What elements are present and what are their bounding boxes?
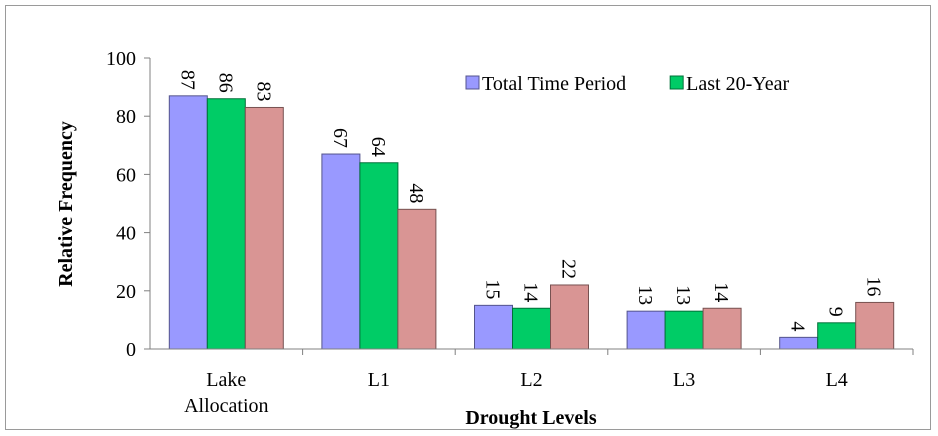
bar-s3-c3 (550, 284, 589, 350)
y-tick-label: 80 (116, 106, 136, 128)
y-tick-label: 20 (116, 281, 136, 303)
bar-s1-c5 (779, 336, 819, 350)
legend-label-2: Last 20-Year (686, 73, 789, 95)
x-tick-label: Allocation (184, 395, 268, 417)
legend-label-1: Total Time Period (482, 73, 626, 95)
data-label-s2-c4: 13 (672, 285, 694, 305)
bar-s3-c1 (244, 106, 284, 350)
bar-s2-c4 (664, 310, 704, 350)
data-label-s3-c5: 16 (863, 276, 885, 296)
y-tick-label: 60 (116, 164, 136, 186)
bar-s1-c2 (321, 153, 361, 350)
y-tick-label: 40 (116, 223, 136, 245)
data-label-s2-c3: 14 (520, 282, 542, 302)
bar-s2-c2 (359, 162, 399, 350)
x-tick-label: L1 (368, 369, 390, 391)
y-tick-label: 100 (106, 48, 136, 70)
x-ticks-group: Lake Allocation L1 L2 L3 L4 (184, 349, 914, 417)
data-label-s1-c2: 67 (329, 128, 351, 148)
data-label-s2-c2: 64 (367, 137, 389, 157)
data-label-s3-c1: 83 (252, 81, 274, 101)
bar-s3-c2 (397, 208, 437, 350)
data-label-s1-c1: 87 (176, 70, 198, 90)
bar-s1-c4 (626, 310, 666, 350)
y-axis-title: Relative Frequency (55, 121, 77, 287)
x-tick-label: Lake (206, 369, 246, 391)
data-label-s2-c1: 86 (214, 73, 236, 93)
bar-s2-c1 (206, 98, 246, 350)
data-label-s3-c2: 48 (405, 183, 427, 203)
bars-group (168, 95, 895, 350)
bar-s1-c1 (168, 95, 208, 350)
legend-swatch-1 (465, 75, 480, 90)
data-labels-group: 87 86 83 67 64 48 15 14 22 13 13 14 4 9 16 (176, 70, 884, 332)
bar-s2-c3 (512, 307, 551, 350)
x-tick-label: L4 (826, 369, 848, 391)
data-label-s1-c4: 13 (634, 285, 656, 305)
bar-s3-c4 (702, 307, 742, 350)
x-axis-title: Drought Levels (465, 407, 597, 429)
bar-s3-c5 (855, 301, 895, 350)
data-label-s2-c5: 9 (825, 307, 847, 317)
data-label-s3-c4: 14 (710, 282, 732, 302)
x-tick-label: L3 (673, 369, 695, 391)
bar-s1-c3 (474, 304, 513, 350)
data-label-s1-c3: 15 (482, 279, 504, 299)
legend: Total Time Period Last 20-Year (465, 73, 789, 95)
x-tick-label: L2 (520, 369, 542, 391)
y-ticks-group: 0 20 40 60 80 100 (106, 48, 150, 361)
data-label-s1-c5: 4 (787, 321, 809, 331)
legend-swatch-2 (669, 75, 684, 90)
data-label-s3-c3: 22 (558, 259, 580, 279)
y-tick-label: 0 (126, 339, 136, 361)
axes-group (149, 58, 913, 350)
bar-s2-c5 (817, 322, 857, 350)
